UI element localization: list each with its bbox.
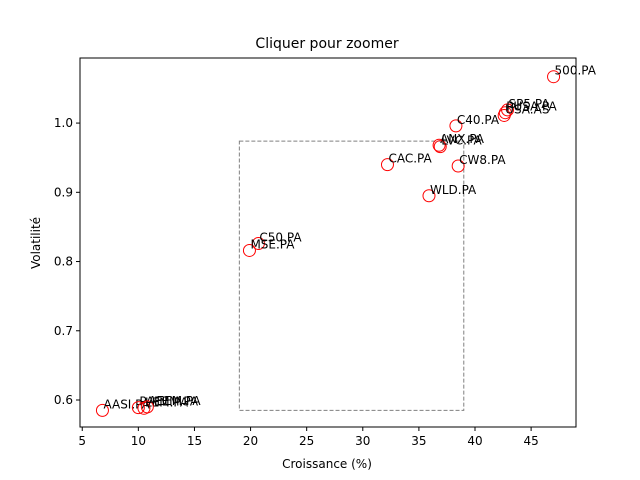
data-point-500-pa[interactable] [547, 70, 561, 84]
x-tick-label: 45 [523, 434, 538, 448]
data-point-cac-pa[interactable] [380, 158, 394, 172]
data-point-label: LVC.PA [441, 134, 482, 148]
x-tick-label: 10 [131, 434, 146, 448]
y-axis-label: Volatilité [29, 217, 43, 269]
plot-frame [79, 57, 577, 428]
data-point-label: USA.AS [505, 102, 549, 116]
data-point-paeem-pa[interactable] [131, 401, 145, 415]
x-tick-label: 5 [78, 434, 86, 448]
y-tick-label: 1.0 [54, 116, 73, 130]
data-point-label: ANX.PA [440, 132, 485, 146]
x-tick-label: 25 [299, 434, 314, 448]
data-point-label: LEM.PA [145, 395, 189, 409]
x-tick-label: 20 [243, 434, 258, 448]
data-point-label: SP5.PA [509, 97, 551, 111]
data-point-label: CW8.PA [459, 153, 506, 167]
y-tick-label: 0.7 [54, 324, 73, 338]
data-point-label: C50.PA [259, 231, 302, 245]
x-axis-label: Croissance (%) [282, 457, 372, 471]
data-point-aasi-pa[interactable] [95, 403, 109, 417]
data-point-usa-as[interactable] [497, 108, 511, 122]
data-point-label: AEEM.PA [148, 394, 201, 408]
data-point-label: AASI.PA [103, 397, 150, 411]
data-point-label: PUSA.PA [506, 100, 557, 114]
data-point-anx-pa[interactable] [432, 138, 446, 152]
data-point-label: PAEEM.PA [139, 395, 198, 409]
zoom-selection-box[interactable] [238, 140, 465, 411]
data-point-aeem-pa[interactable] [140, 400, 154, 414]
data-point-c50-pa[interactable] [251, 237, 265, 251]
x-tick-label: 30 [355, 434, 370, 448]
data-point-label: C40.PA [457, 113, 500, 127]
data-point-wld-pa[interactable] [422, 189, 436, 203]
x-tick-label: 35 [411, 434, 426, 448]
x-tick-label: 15 [187, 434, 202, 448]
x-tick-label: 40 [467, 434, 482, 448]
chart-title: Cliquer pour zoomer [255, 36, 398, 52]
data-point-label: WLD.PA [430, 183, 477, 197]
y-tick-label: 0.6 [54, 393, 73, 407]
data-point-cw8-pa[interactable] [451, 159, 465, 173]
data-point-label: MSE.PA [250, 237, 295, 251]
data-point-label: CAC.PA [388, 152, 432, 166]
data-point-mse-pa[interactable] [242, 243, 256, 257]
plot-area[interactable]: 500.PASP5.PAPUSA.PAUSA.ASC40.PAANX.PALVC… [95, 64, 597, 417]
y-tick-label: 0.8 [54, 255, 73, 269]
y-tick-label: 0.9 [54, 185, 73, 199]
data-point-c40-pa[interactable] [449, 119, 463, 133]
data-point-lvc-pa[interactable] [433, 140, 447, 154]
